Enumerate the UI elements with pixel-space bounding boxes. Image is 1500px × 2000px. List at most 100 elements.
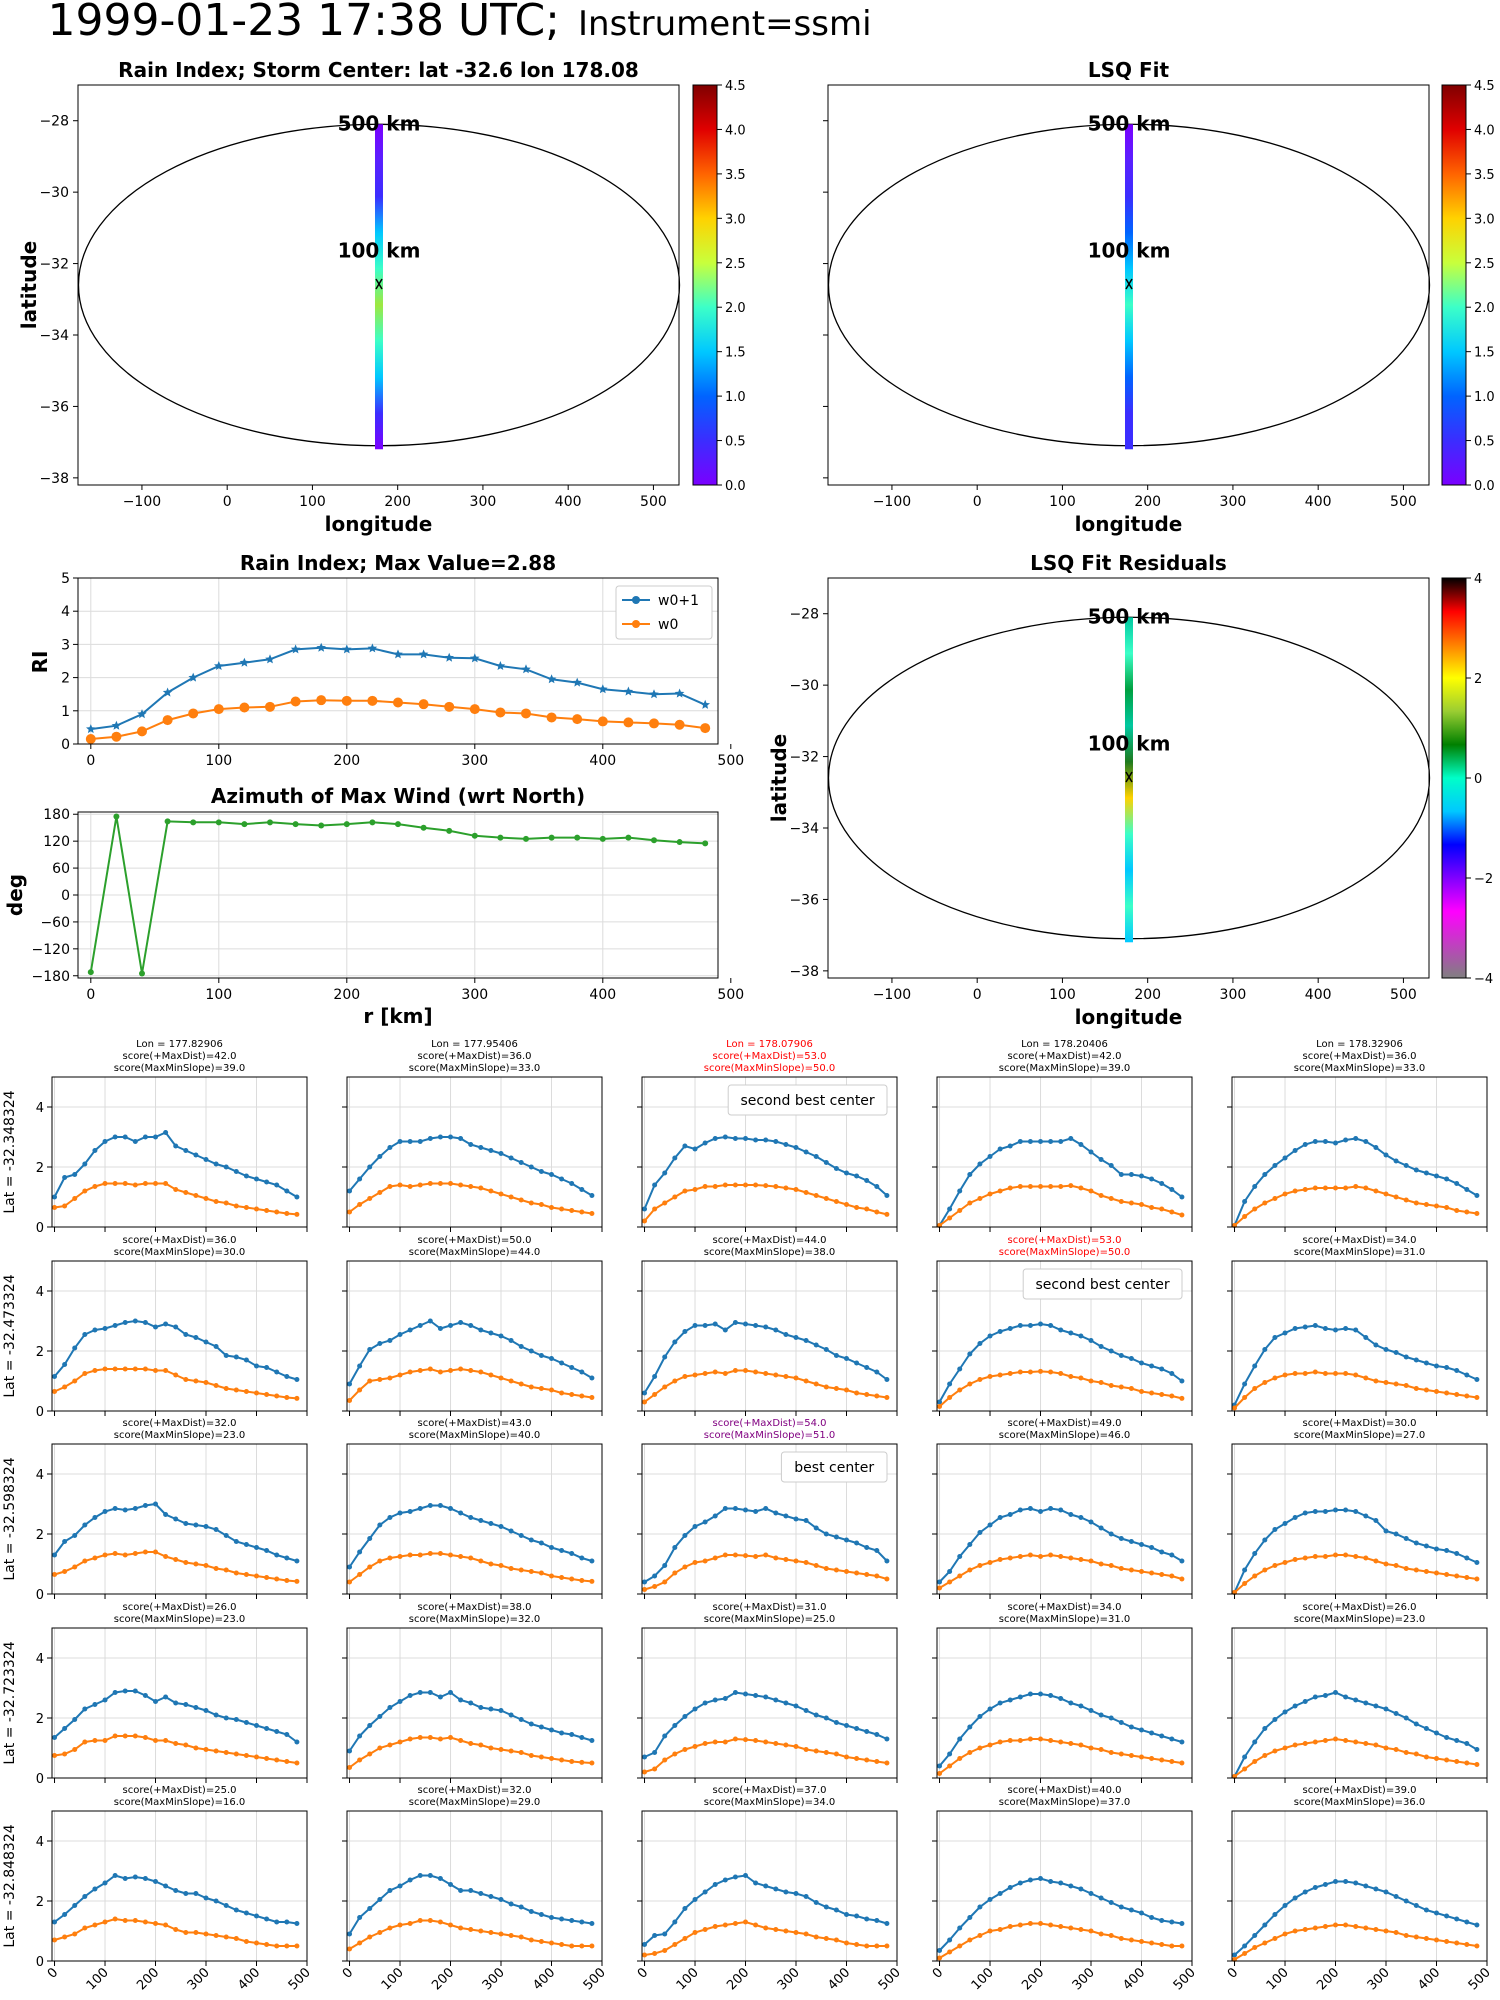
x-tick-label: 100	[299, 494, 326, 510]
grid-panel-r5-c1-w0-point	[243, 1939, 249, 1944]
grid-panel-r5-c1-w0-point	[294, 1943, 300, 1949]
x-tick-label: 100	[1049, 987, 1076, 1003]
grid-panel-r2-c4-w0p1-point	[937, 1399, 943, 1405]
grid-panel-r4-c5-w0-point	[1312, 1739, 1318, 1745]
series-w0-point	[572, 714, 583, 725]
series-w0-point	[546, 712, 557, 723]
series-azimuth-point	[676, 839, 683, 846]
grid-panel-r5-c3-w0p1-point	[823, 1904, 829, 1910]
grid-panel-r1-c3-w0-point	[874, 1209, 880, 1215]
grid-panel-r5-c1-w0p1-point	[213, 1898, 219, 1904]
grid-panel-r1-c2-w0p1-point	[538, 1169, 544, 1174]
grid-panel-r1-c3-w0p1-point	[864, 1178, 870, 1183]
grid-panel-r4-c3-w0-point	[813, 1748, 819, 1754]
grid-panel-r4-c3-w0-point	[884, 1760, 890, 1766]
grid-panel-r4-c3-w0-point	[833, 1751, 839, 1757]
grid-panel-r3-c4-w0p1-point	[957, 1554, 963, 1559]
series-azimuth-point	[113, 813, 120, 820]
series-azimuth-point	[395, 821, 401, 828]
y-tick-label: 0	[36, 1221, 44, 1236]
grid-panel-r5-c4-w0-point	[1007, 1924, 1013, 1929]
grid-panel-r4-c1-header-line: score(MaxMinSlope)=23.0	[114, 1614, 245, 1625]
grid-panel-r4-c5-w0p1-point	[1393, 1711, 1399, 1716]
grid-panel-r1-c1-w0p1-point	[284, 1188, 290, 1194]
grid-panel-r1-c1-w0-point	[203, 1196, 209, 1201]
series-w0-point	[674, 719, 685, 730]
grid-panel-r5-c1-w0p1-point	[72, 1903, 78, 1908]
series-azimuth-point	[164, 818, 171, 825]
grid-panel-r5-c3-w0-point	[854, 1942, 860, 1947]
grid-panel-r4-c1-w0-point	[62, 1751, 68, 1757]
grid-panel-r1-c3-w0-point	[833, 1199, 839, 1204]
grid-panel-r1-c3-w0-point	[743, 1182, 749, 1188]
x-tick-label: 300	[461, 753, 488, 769]
grid-panel-r5-c3-w0p1-point	[722, 1877, 728, 1883]
grid-panel-r5-c3-w0-point	[692, 1930, 698, 1935]
grid-panel-r2-c5-w0p1-point	[1464, 1372, 1470, 1378]
grid-panel-r1-c5-w0p1-point	[1262, 1172, 1268, 1177]
grid-panel-r4-c3-w0p1-point	[732, 1690, 738, 1695]
grid-panel-r1-c3-w0p1-point	[854, 1173, 860, 1179]
grid-panel-r2-c1-w0-point	[112, 1366, 118, 1372]
grid-panel-r3-c3-w0p1-point	[743, 1507, 749, 1513]
grid-panel-r3-c3-w0-point	[874, 1573, 880, 1579]
x-tick-label: 100	[205, 753, 232, 769]
x-tick-label: 0	[1225, 1965, 1241, 1981]
grid-panel-r1-c3-annotation: second best center	[741, 1093, 875, 1109]
grid-panel-r1-c4-w0p1-point	[1038, 1139, 1044, 1144]
grid-panel-r4-c4-w0-point	[1088, 1745, 1094, 1751]
y-tick-label: 0	[36, 1405, 44, 1420]
grid-panel-r2-c5-w0-point	[1292, 1371, 1298, 1376]
grid-panel-r4-c3-header-line: score(MaxMinSlope)=25.0	[704, 1614, 835, 1625]
grid-panel-r3-c5-w0p1-point	[1333, 1507, 1339, 1513]
grid-panel-r2-c2-w0p1-point	[488, 1330, 494, 1336]
grid-panel-r3-c2-w0p1-point	[448, 1506, 454, 1511]
grid-panel-r3-c3-w0-point	[753, 1554, 759, 1559]
grid-panel-r5-c3-w0p1-point	[652, 1933, 658, 1938]
colorbar-tick-label: 2.0	[1474, 301, 1495, 316]
grid-panel-r1-c2-w0-point	[488, 1188, 494, 1194]
grid-panel-r1-c2-w0p1-point	[589, 1193, 595, 1198]
grid-panel-r3-c4-w0-point	[1027, 1552, 1033, 1558]
grid-panel-r5-c1-w0-point	[122, 1918, 128, 1923]
grid-panel-r4-c3-w0p1-point	[712, 1697, 718, 1703]
grid-panel-r2-c4-w0p1-point	[1159, 1366, 1165, 1372]
grid-panel-r3-c3-w0-point	[833, 1567, 839, 1573]
grid-panel-r1-c5-w0-point	[1413, 1200, 1419, 1206]
grid-panel-r5-c1-w0-point	[52, 1937, 58, 1943]
grid-panel-r3-c5-w0p1-point	[1252, 1551, 1258, 1556]
y-tick-label: 0	[61, 888, 70, 904]
series-azimuth-point	[446, 827, 453, 834]
grid-panel-r1-c1-w0-point	[102, 1181, 108, 1186]
grid-panel-r2-c2-w0-point	[397, 1372, 403, 1378]
grid-panel-r5-c1-w0-point	[72, 1931, 78, 1937]
grid-panel-r4-c3-w0p1-point	[642, 1754, 648, 1760]
grid-panel-r4-c3-w0-point	[672, 1751, 678, 1757]
grid-panel-r1-c1-w0-point	[122, 1181, 128, 1186]
grid-panel-r1-c4-w0-point	[947, 1215, 953, 1221]
grid-panel-r5-c1-w0p1-point	[243, 1910, 249, 1916]
chart-rain-index-legend: w0+1w0	[615, 585, 713, 640]
grid-panel-r2-c2-w0-point	[407, 1369, 413, 1375]
grid-panel-r1-c2-w0p1-point	[559, 1176, 565, 1182]
grid-panel-r3-c3-w0-point	[692, 1560, 698, 1565]
grid-panel-r1-c3-header-line: score(+MaxDist)=53.0	[713, 1051, 827, 1062]
grid-panel-r1-c4-header-line: score(+MaxDist)=42.0	[1008, 1051, 1122, 1062]
grid-panel-r5-c3-w0-point	[743, 1919, 749, 1925]
series-w0-point	[469, 704, 480, 715]
grid-panel-r3-c1-w0-point	[122, 1552, 128, 1558]
grid-panel-r3-c2-w0p1-point	[538, 1540, 544, 1546]
grid-panel-r2-c1-w0p1-point	[233, 1354, 239, 1360]
grid-panel-r3-c1-w0p1-point	[203, 1524, 209, 1529]
grid-panel-r1-c3-w0-point	[692, 1187, 698, 1192]
grid-panel-r1-c3-w0-point	[642, 1218, 648, 1224]
grid-panel-r2-c5-frame	[1231, 1260, 1488, 1412]
grid-panel-r4-c2-w0p1-point	[579, 1735, 585, 1740]
grid-panel-r4-c1-w0-point	[223, 1750, 229, 1755]
grid-panel-r4-c5-w0p1-point	[1383, 1706, 1389, 1712]
grid-panel-r5-c4-w0p1-point	[1027, 1877, 1033, 1883]
colorbar-tick-label: 2	[1474, 672, 1482, 687]
grid-panel-r3-c5-w0p1-point	[1312, 1509, 1318, 1514]
grid-panel-r2-c3-w0-point	[854, 1390, 860, 1396]
